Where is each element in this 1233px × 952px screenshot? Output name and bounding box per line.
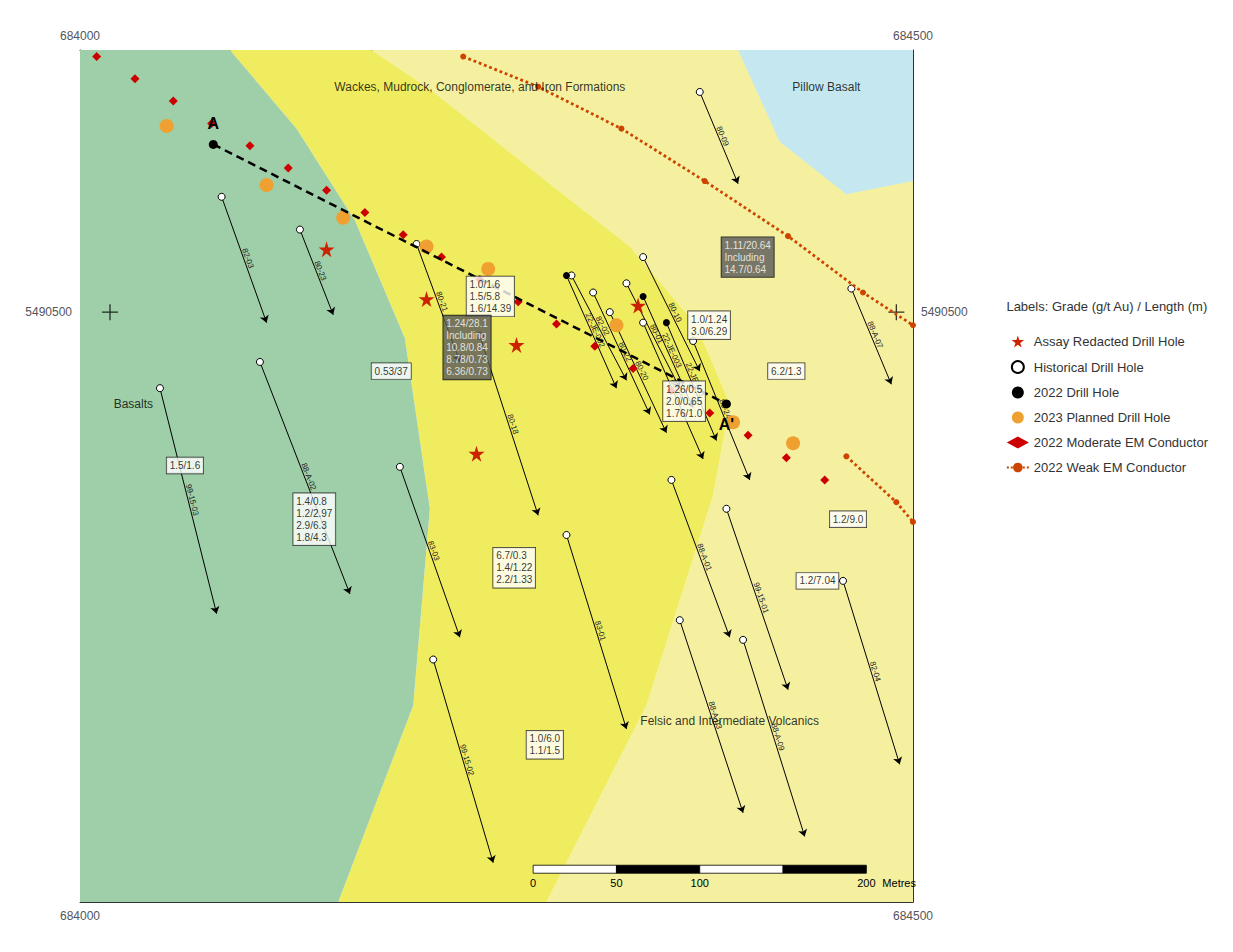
svg-text:A: A	[207, 115, 219, 132]
svg-text:Wackes, Mudrock, Conglomerate,: Wackes, Mudrock, Conglomerate, and Iron …	[334, 80, 625, 94]
svg-text:80-24: 80-24	[717, 397, 734, 421]
svg-text:2022 Moderate EM Conductor: 2022 Moderate EM Conductor	[1034, 435, 1209, 450]
svg-text:80-18: 80-18	[505, 413, 520, 436]
svg-text:80-09: 80-09	[715, 125, 731, 148]
svg-text:80-21: 80-21	[434, 290, 450, 313]
svg-text:100: 100	[691, 877, 709, 889]
svg-text:22-JE-003: 22-JE-003	[660, 332, 684, 370]
svg-text:Pillow Basalt: Pillow Basalt	[792, 80, 861, 94]
svg-text:99-15-01: 99-15-01	[752, 581, 771, 615]
svg-text:88-A-09: 88-A-09	[769, 722, 787, 752]
svg-text:Metres: Metres	[882, 877, 916, 889]
svg-text:83-01: 83-01	[593, 620, 608, 643]
svg-text:5490500: 5490500	[921, 305, 968, 319]
svg-text:1.2/9.0: 1.2/9.0	[833, 514, 864, 525]
svg-text:2022 Weak EM Conductor: 2022 Weak EM Conductor	[1034, 460, 1187, 475]
svg-text:3.0/6.29: 3.0/6.29	[691, 326, 728, 337]
svg-text:82-03: 82-03	[240, 247, 256, 270]
svg-text:1.26/0.5: 1.26/0.5	[666, 384, 703, 395]
svg-text:80-20: 80-20	[633, 359, 651, 382]
svg-text:2.2/1.33: 2.2/1.33	[496, 574, 533, 585]
svg-text:82-02: 82-02	[593, 314, 612, 338]
svg-text:80-10: 80-10	[666, 301, 684, 324]
svg-text:1.0/6.0: 1.0/6.0	[529, 733, 560, 744]
svg-text:5490500: 5490500	[25, 305, 72, 319]
svg-text:82-04: 82-04	[868, 660, 883, 683]
svg-text:1.2/7.04: 1.2/7.04	[799, 575, 836, 586]
svg-text:1.6/14.39: 1.6/14.39	[470, 303, 512, 314]
svg-text:2.0/0.65: 2.0/0.65	[666, 396, 703, 407]
svg-text:1.1/1.5: 1.1/1.5	[529, 745, 560, 756]
svg-text:1.5/1.6: 1.5/1.6	[170, 460, 201, 471]
svg-text:2022 Drill Hole: 2022 Drill Hole	[1034, 385, 1119, 400]
svg-text:2.9/6.3: 2.9/6.3	[296, 520, 327, 531]
svg-text:10.8/0.84: 10.8/0.84	[446, 342, 488, 353]
svg-text:Including: Including	[446, 330, 486, 341]
svg-text:1.0/1.6: 1.0/1.6	[470, 279, 501, 290]
svg-text:1.2/2.97: 1.2/2.97	[296, 508, 333, 519]
svg-text:88-A-01: 88-A-01	[695, 542, 714, 572]
svg-text:1.76/1.0: 1.76/1.0	[666, 408, 703, 419]
svg-text:1.8/4.3: 1.8/4.3	[296, 532, 327, 543]
svg-text:22-JE-002: 22-JE-002	[583, 311, 607, 349]
svg-text:99-15-03: 99-15-03	[184, 483, 201, 517]
svg-text:Basalts: Basalts	[114, 397, 153, 411]
svg-text:Historical Drill Hole: Historical Drill Hole	[1034, 360, 1144, 375]
svg-text:684000: 684000	[60, 909, 100, 923]
svg-text:50: 50	[610, 877, 622, 889]
svg-text:22-JE-001: 22-JE-001	[683, 361, 707, 399]
svg-text:80-22: 80-22	[616, 340, 634, 363]
svg-text:2023 Planned Drill Hole: 2023 Planned Drill Hole	[1034, 410, 1171, 425]
svg-text:88-A-02: 88-A-02	[299, 462, 318, 492]
svg-text:80-23: 80-23	[312, 260, 328, 283]
svg-text:1.0/1.24: 1.0/1.24	[691, 314, 728, 325]
svg-text:Felsic and Intermediate Volcan: Felsic and Intermediate Volcanics	[640, 714, 819, 728]
svg-text:99-15-02: 99-15-02	[458, 743, 476, 777]
svg-text:0.53/37: 0.53/37	[375, 366, 409, 377]
svg-text:Including: Including	[724, 252, 764, 263]
svg-text:88-A-07: 88-A-07	[865, 320, 884, 350]
svg-text:8.78/0.73: 8.78/0.73	[446, 354, 488, 365]
svg-text:Assay Redacted Drill Hole: Assay Redacted Drill Hole	[1034, 334, 1185, 349]
svg-text:684500: 684500	[893, 29, 933, 43]
svg-text:83-03: 83-03	[426, 540, 441, 563]
svg-text:200: 200	[857, 877, 875, 889]
svg-text:6.7/0.3: 6.7/0.3	[496, 550, 527, 561]
svg-text:684000: 684000	[60, 29, 100, 43]
svg-text:1.4/0.8: 1.4/0.8	[296, 496, 327, 507]
svg-text:Labels: Grade (g/t Au) / Lengt: Labels: Grade (g/t Au) / Length (m)	[1006, 299, 1207, 314]
svg-text:1.4/1.22: 1.4/1.22	[496, 562, 533, 573]
svg-text:6.36/0.73: 6.36/0.73	[446, 366, 488, 377]
svg-text:14.7/0.64: 14.7/0.64	[724, 264, 766, 275]
svg-text:80-01: 80-01	[648, 322, 666, 346]
svg-text:A': A'	[719, 416, 734, 433]
svg-text:6.2/1.3: 6.2/1.3	[771, 366, 802, 377]
svg-text:0: 0	[530, 877, 536, 889]
svg-text:1.5/5.8: 1.5/5.8	[470, 291, 501, 302]
svg-text:1.11/20.64: 1.11/20.64	[724, 240, 771, 251]
svg-text:684500: 684500	[893, 909, 933, 923]
svg-text:1.24/28.1: 1.24/28.1	[446, 318, 488, 329]
